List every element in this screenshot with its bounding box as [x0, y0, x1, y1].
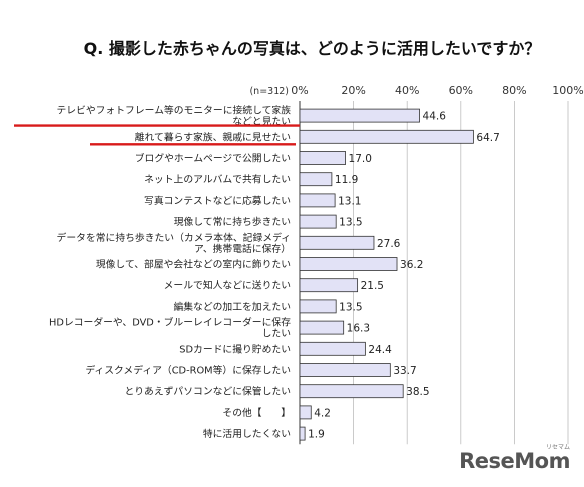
value-label: 21.5 — [361, 280, 384, 292]
category-label: したい — [262, 328, 291, 340]
value-label: 36.2 — [400, 259, 423, 271]
value-label: 24.4 — [368, 344, 392, 356]
bar — [299, 278, 359, 293]
x-tick-label: 40% — [395, 84, 419, 97]
category-label: その他【 】 — [222, 406, 291, 419]
bar — [299, 320, 345, 335]
bar — [299, 257, 398, 271]
value-label: 33.7 — [393, 365, 416, 377]
watermark-sub-text: リセマム — [545, 444, 570, 451]
value-label: 11.9 — [335, 174, 358, 186]
x-tick-label: 0% — [291, 84, 308, 97]
bar — [299, 299, 337, 314]
sample-size-note: (n=312) — [249, 86, 289, 97]
category-label: ア、携帯電話に保存） — [194, 242, 291, 255]
chart-title: Q. 撮影した赤ちゃんの写真は、どのように活用したいですか？ — [84, 39, 541, 58]
bar — [299, 214, 337, 229]
bar — [299, 235, 375, 250]
bar — [299, 341, 366, 356]
value-label: 64.7 — [476, 132, 499, 144]
bars — [299, 108, 474, 441]
value-label: 4.2 — [314, 407, 331, 419]
category-label: テレビやフォトフレーム等のモニターに接続して家族 — [56, 104, 291, 117]
value-label: 27.6 — [377, 238, 401, 250]
x-tick-labels: 0% 20% 40% 60% 80% 100% — [291, 84, 583, 97]
value-label: 1.9 — [308, 429, 325, 441]
category-label: 編集などの加工を加えたい — [173, 300, 291, 313]
bar — [299, 405, 312, 420]
highlight-underlines — [14, 124, 300, 146]
x-tick-label: 80% — [502, 84, 526, 97]
bar — [299, 151, 346, 165]
x-tick-label: 100% — [552, 84, 583, 97]
value-labels: 44.6 64.7 17.0 11.9 13.1 13.5 27.6 36.2 21.5 13.5… — [308, 111, 500, 441]
value-label: 17.0 — [349, 153, 372, 165]
bar — [299, 108, 420, 123]
category-labels: テレビやフォトフレーム等のモニターに接続して家族などと見たい離れて暮らす家族、親… — [49, 104, 291, 441]
value-label: 13.5 — [339, 301, 362, 313]
category-label: SDカードに撮り貯めたい — [179, 342, 291, 355]
bar — [299, 193, 336, 208]
value-label: 16.3 — [347, 323, 370, 335]
bar — [299, 384, 404, 399]
category-label: ディスクメディア（CD-ROM等）に保存したい — [85, 364, 291, 377]
value-label: 13.5 — [339, 217, 362, 229]
bar — [299, 129, 474, 144]
category-label: 離れて暮らす家族、親戚に見せたい — [135, 130, 291, 143]
x-tick-label: 20% — [341, 84, 365, 97]
category-label: 特に活用したくない — [203, 428, 291, 440]
category-label: メールで知人などに送りたい — [164, 279, 291, 292]
category-label: とりあえずパソコンなどに保管したい — [124, 385, 291, 398]
resemom-watermark: ReseMom リセマム — [459, 444, 570, 473]
category-label: ネット上のアルバムで共有したい — [144, 173, 291, 186]
bar — [299, 426, 306, 441]
bar — [299, 363, 391, 377]
category-label: HDレコーダーや、DVD・ブルーレイレコーダーに保存 — [49, 316, 291, 329]
bar — [299, 172, 333, 187]
value-label: 38.5 — [406, 386, 429, 398]
value-label: 13.1 — [338, 195, 361, 207]
category-label: データを常に持ち歩きたい（カメラ本体、記録メディ — [57, 231, 291, 244]
value-label: 44.6 — [423, 111, 447, 123]
watermark-text: ReseMom — [459, 449, 570, 473]
category-label: 現像して、部屋や会社などの室内に飾りたい — [96, 258, 291, 271]
x-tick-label: 60% — [449, 84, 473, 97]
category-label: 写真コンテストなどに応募したい — [144, 194, 291, 207]
category-label: 現像して常に持ち歩きたい — [174, 215, 291, 228]
category-label: ブログやホームページで公開したい — [135, 152, 291, 165]
